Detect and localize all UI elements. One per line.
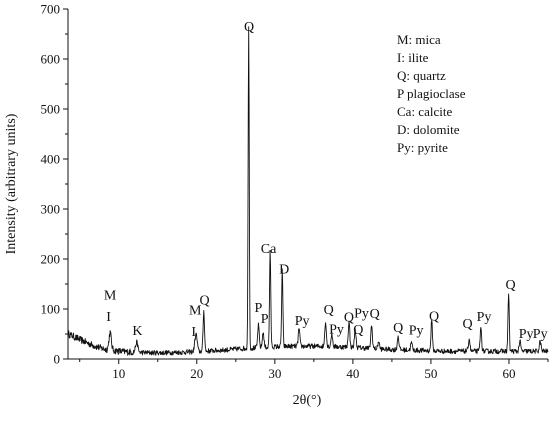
x-axis-title: 2θ(°) [293,393,322,408]
legend-entry: M: mica [397,32,441,47]
peak-label: Py [409,324,424,339]
peak-label: M [189,304,202,319]
legend-entry: Ca: calcite [397,104,452,119]
peak-label: Q [244,20,254,35]
y-tick-label: 400 [41,152,61,167]
peak-label: Py [533,327,548,342]
legend-entry: P plagioclase [397,86,466,101]
y-tick-label: 100 [41,302,61,317]
x-axis: 10 20 30 40 50 60 [68,358,549,381]
peak-label: Q [370,307,380,322]
peak-label: D [279,263,289,278]
peak-label: I [106,310,111,325]
peak-label: Py [519,327,534,342]
legend-entry: D: dolomite [397,122,460,137]
x-tick-label: 20 [190,366,203,381]
legend-entry: Py: pyrite [397,140,448,155]
y-tick-label: 700 [41,2,61,17]
x-tick-label: 50 [424,366,437,381]
peak-label: Q [429,310,439,325]
xrd-pattern-line [67,26,549,356]
peak-label: Q [463,317,473,332]
peak-label: Q [353,323,363,338]
peak-label: Q [200,294,210,309]
y-tick-label: 200 [41,252,61,267]
plot-area [67,26,549,356]
y-axis: 0 100 200 300 400 500 600 700 [41,2,69,367]
x-tick-label: 30 [268,366,281,381]
y-tick-label: 600 [41,52,61,67]
peak-label: Q [344,311,354,326]
legend-entry: Q: quartz [397,68,446,83]
mineral-legend: M: mica I: ilite Q: quartz P plagioclase Ca:… [397,32,466,155]
peak-label: Py [329,323,344,338]
y-tick-label: 500 [41,102,61,117]
x-tick-label: 40 [346,366,359,381]
x-tick-label: 60 [502,366,515,381]
peak-label: Q [505,278,515,293]
legend-entry: I: ilite [397,50,429,65]
peak-label: Py [295,314,310,329]
y-axis-title: Intensity (arbitrary units) [4,113,19,254]
peak-label: I [191,325,196,340]
peak-label: Py [354,307,369,322]
peak-label: P [261,312,269,327]
peak-label: Q [393,321,403,336]
peak-label: K [132,324,142,339]
peak-label: M [104,289,117,304]
peak-label: Py [477,310,492,325]
y-tick-label: 0 [54,352,61,367]
peak-label: Ca [261,242,277,257]
peak-label: Q [324,303,334,318]
peak-label: P [255,301,263,316]
y-tick-label: 300 [41,202,61,217]
x-tick-label: 10 [112,366,125,381]
